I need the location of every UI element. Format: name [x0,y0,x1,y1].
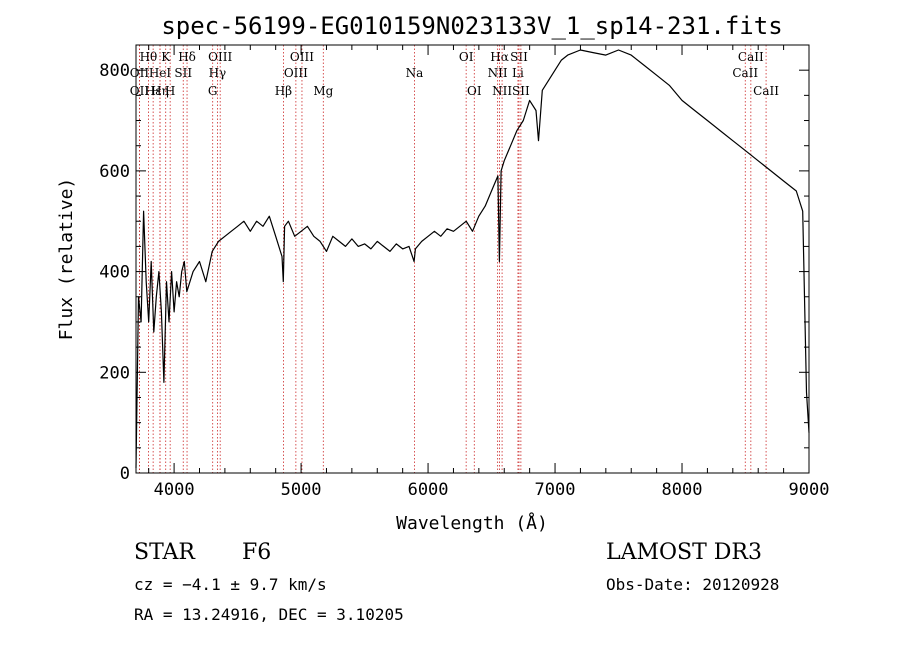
line-label-15: OIII [284,66,308,80]
line-label-24: NII [492,84,512,98]
line-label-18: OI [459,50,474,64]
line-label-7: Hη [151,84,169,98]
line-label-10: OIII [208,50,232,64]
axis-ticks: 4000 5000 6000 7000 8000 9000 0 200 400 600 800 [99,45,829,500]
y-axis-label: Flux (relative) [56,178,77,341]
line-label-2: OII [130,84,150,98]
y-tick-label-2: 400 [99,263,130,283]
x-tick-label-2: 6000 [408,480,449,500]
line-label-28: CaII [753,84,779,98]
x-tick-label-4: 8000 [662,480,703,500]
x-tick-label-1: 5000 [281,480,322,500]
line-label-27: CaII [732,66,758,80]
line-label-26: CaII [738,50,764,64]
object-subclass: F6 [242,540,271,565]
line-label-9: Hδ [178,50,196,64]
line-label-22: NII [488,66,508,80]
line-label-25: SII [512,84,530,98]
line-label-13: Hβ [275,84,292,98]
x-tick-label-3: 7000 [535,480,576,500]
line-label-8: H [165,84,175,98]
line-label-14: OIII [290,50,314,64]
line-label-19: OI [467,84,482,98]
obs-date: Obs-Date: 20120928 [606,575,779,594]
line-label-4: K [161,50,171,64]
ra-dec: RA = 13.24916, DEC = 3.10205 [134,605,404,624]
chart-title: spec-56199-EG010159N023133V_1_sp14-231.f… [161,12,782,40]
x-axis-label: Wavelength (Å) [396,512,548,534]
line-label-11: Hγ [209,66,227,80]
line-label-16: Mg [313,84,333,98]
line-label-17: Na [406,66,424,80]
line-label-6: SII [174,66,192,80]
line-label-12: G [208,84,218,98]
flux-line [135,49,810,469]
x-tick-label-0: 4000 [154,480,195,500]
line-label-20: Hα [490,50,509,64]
survey-name: LAMOST DR3 [606,540,762,565]
plot-frame [135,44,810,474]
y-tick-label-0: 0 [120,464,130,484]
redshift-cz: cz = −4.1 ± 9.7 km/s [134,575,327,594]
object-class: STAR [134,540,196,565]
line-label-21: SII [510,50,528,64]
line-label-3: Hε [145,84,162,98]
line-label-23: Li [512,66,524,80]
x-tick-label-5: 9000 [789,480,830,500]
y-tick-label-1: 200 [99,363,130,383]
flux-series [135,49,810,469]
line-label-0: Hθ [140,50,158,64]
y-tick-label-4: 800 [99,61,130,81]
y-tick-label-3: 600 [99,162,130,182]
